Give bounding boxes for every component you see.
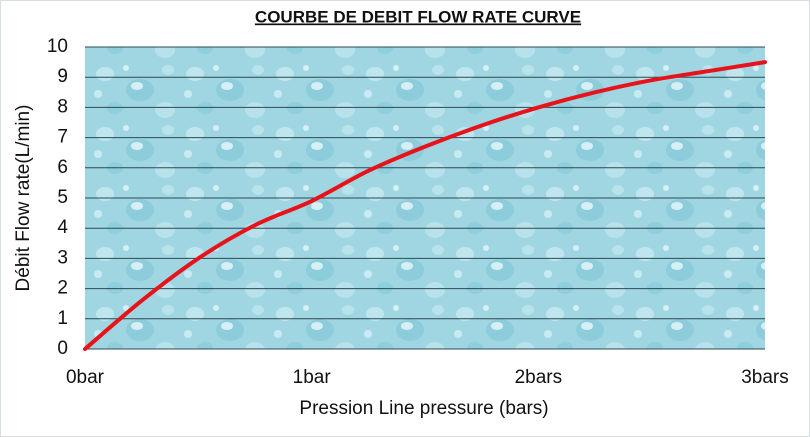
x-tick-label: 1bar	[293, 367, 332, 388]
x-tick-label: 0bar	[66, 367, 105, 388]
y-tick-label: 6	[57, 157, 68, 178]
y-tick-label: 9	[57, 66, 68, 87]
y-tick-label: 3	[57, 247, 68, 268]
x-axis-label: Pression Line pressure (bars)	[299, 398, 548, 419]
y-tick-label: 1	[57, 308, 68, 329]
y-tick-label: 2	[57, 278, 68, 299]
y-tick-label: 8	[57, 96, 68, 117]
y-tick-label: 0	[57, 338, 68, 359]
x-tick-label: 3bars	[741, 367, 789, 388]
chart: COURBE DE DEBIT FLOW RATE CURVE Débit Fl…	[0, 0, 810, 437]
y-axis-label: Débit Flow rate(L/min)	[13, 105, 34, 292]
y-tick-label: 4	[57, 217, 68, 238]
x-tick-label: 2bars	[515, 367, 563, 388]
y-tick-label: 10	[47, 36, 68, 57]
chart-title: COURBE DE DEBIT FLOW RATE CURVE	[255, 7, 581, 26]
y-tick-label: 7	[57, 127, 68, 148]
y-tick-label: 5	[57, 187, 68, 208]
